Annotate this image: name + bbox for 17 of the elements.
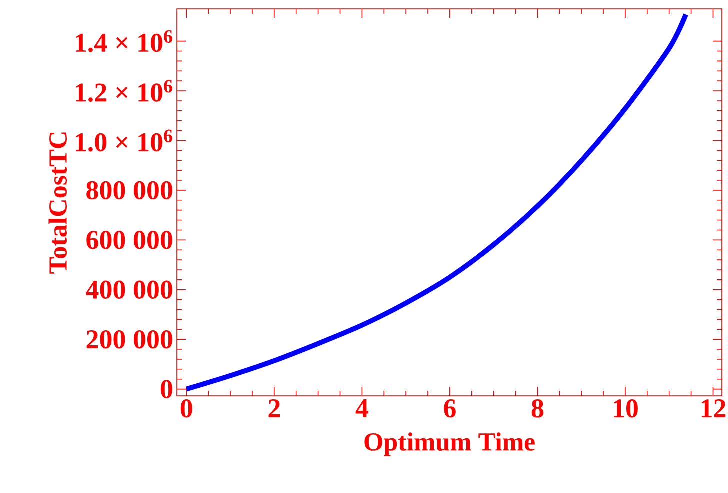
y-tick-label: 1.2 × 10$^{6}$ (76, 80, 172, 102)
x-tick-label: 12 (702, 400, 726, 418)
x-tick-label: 0 (180, 400, 192, 418)
x-tick-label: 2 (268, 400, 280, 418)
y-tick-label: 400 000 (86, 280, 172, 299)
x-tick-label: 10 (614, 400, 638, 418)
y-tick-label: 200 000 (86, 330, 172, 349)
x-axis-title: Optimum Time (364, 432, 535, 456)
x-tick-label: 6 (444, 400, 456, 418)
y-tick-label: 600 000 (86, 231, 172, 250)
y-axis-title: TotalCostTC (48, 132, 68, 274)
y-tick-label: 1.0 × 10$^{6}$ (76, 130, 172, 152)
x-tick-label: 4 (356, 400, 368, 418)
y-tick-label: 800 000 (86, 181, 172, 200)
x-tick-label: 8 (532, 400, 544, 418)
y-tick-label: 1.4 × 10$^{6}$ (76, 30, 172, 52)
y-tick-label: 0 (161, 380, 172, 398)
